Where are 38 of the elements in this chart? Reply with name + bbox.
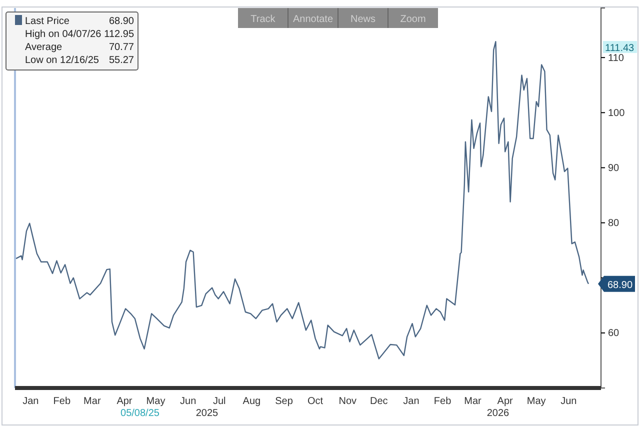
x-tick-label: Aug xyxy=(242,396,261,408)
x-tick-label: Apr xyxy=(497,396,514,408)
y-tick-label: 80 xyxy=(608,218,620,229)
x-tick-label: Oct xyxy=(308,396,324,408)
text: 2026 xyxy=(486,408,510,419)
annotation: 68.90 xyxy=(108,16,134,27)
x-tick-label: Jul xyxy=(212,396,226,408)
text: Average 70.77 xyxy=(25,42,134,53)
annotation: High on 04/07/26 112.95 xyxy=(25,29,134,40)
annotation: Annotate xyxy=(292,14,334,25)
line-series xyxy=(15,40,590,360)
text: 111.43 xyxy=(605,43,635,54)
y-tick-label: 100 xyxy=(608,108,626,119)
legend-label: Last Price xyxy=(25,16,70,27)
text: 2025 xyxy=(196,408,219,419)
annotation: News xyxy=(350,14,376,25)
x-tick-label: Jan xyxy=(403,396,420,408)
text: 05/08/25 xyxy=(120,408,160,419)
annotation: Track xyxy=(250,14,276,25)
annotation: Low on 12/16/25 55.27 xyxy=(25,55,134,66)
x-tick-label: Feb xyxy=(53,396,71,408)
y-tick-label: 90 xyxy=(608,162,620,174)
x-tick-label: May xyxy=(526,396,546,408)
x-tick-label: Dec xyxy=(370,396,388,408)
x-tick-label: Jun xyxy=(180,396,196,408)
text: 68.90 xyxy=(607,280,633,291)
x-tick-label: Mar xyxy=(464,396,482,408)
x-tick-label: Sep xyxy=(275,396,294,408)
x-tick-label: May xyxy=(146,396,166,408)
x-tick-label: Apr xyxy=(116,396,133,408)
x-tick-label: Nov xyxy=(338,396,357,408)
y-tick-label: 60 xyxy=(608,328,620,340)
annotation: Zoom xyxy=(400,14,426,25)
x-tick-label: Jun xyxy=(560,396,577,408)
x-tick-label: Mar xyxy=(84,396,102,408)
x-tick-label: Feb xyxy=(434,396,452,408)
y-tick-label: 110 xyxy=(608,52,624,64)
x-tick-label: Jan xyxy=(22,396,39,408)
